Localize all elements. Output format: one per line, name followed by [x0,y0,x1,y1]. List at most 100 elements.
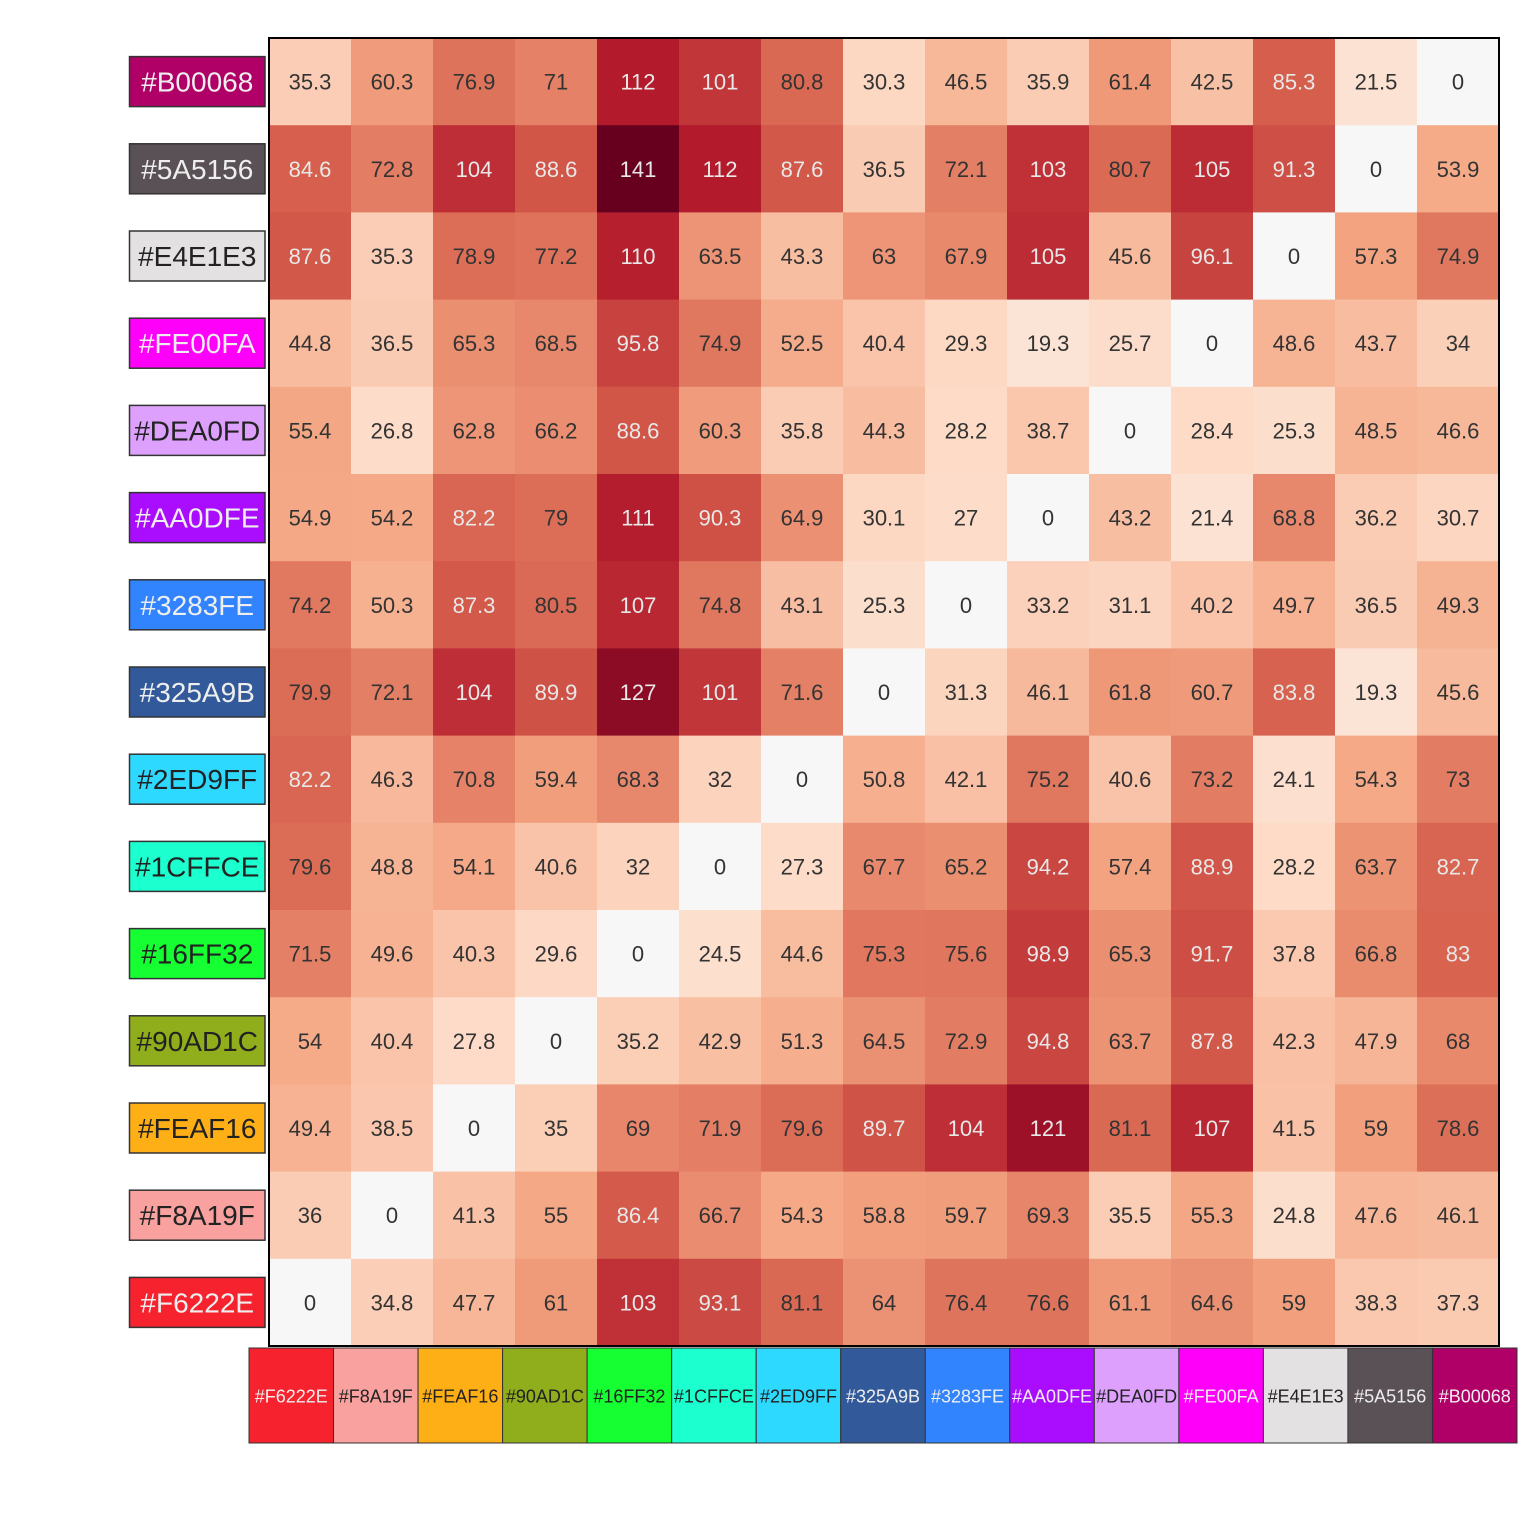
heatmap-cell [597,648,680,737]
column-label-swatch [417,1347,504,1444]
heatmap-cell [1253,561,1336,649]
cell-value-label: 94.8 [1027,1029,1070,1054]
cell-value-label: 53.9 [1437,157,1480,182]
column-label: #5A5156 [1354,1387,1426,1407]
cell-value-label: 0 [632,942,644,967]
heatmap-cell [515,212,598,301]
cell-value-label: 75.3 [863,942,906,967]
heatmap-cell [597,822,680,911]
cell-value-label: 28.4 [1191,418,1234,443]
heatmap-cell [1089,997,1172,1085]
cell-value-label: 30.7 [1437,506,1480,531]
heatmap-cell [1007,1171,1090,1260]
cell-value-label: 98.9 [1027,942,1070,967]
cell-value-label: 46.1 [1437,1203,1480,1228]
cell-value-label: 34.8 [371,1290,414,1315]
cell-value-label: 69.3 [1027,1203,1070,1228]
row-label: #FEAF16 [138,1113,256,1144]
heatmap-cell [1417,561,1500,649]
cell-value-label: 0 [878,680,890,705]
cell-value-label: 47.7 [453,1290,496,1315]
heatmap-cell [269,125,352,213]
heatmap-cell [1007,386,1090,475]
cell-value-label: 78.9 [453,244,496,269]
cell-value-label: 0 [1370,157,1382,182]
heatmap-cell [1171,38,1254,126]
cell-value-label: 36.5 [371,331,414,356]
cell-value-label: 52.5 [781,331,824,356]
cell-value-label: 104 [948,1116,985,1141]
cell-value-label: 49.3 [1437,593,1480,618]
cell-value-label: 72.9 [945,1029,988,1054]
cell-value-label: 0 [796,767,808,792]
heatmap-cell [761,38,844,126]
heatmap-cell [1007,212,1090,301]
heatmap-cell [1253,997,1336,1085]
cell-value-label: 73.2 [1191,767,1234,792]
cell-value-label: 48.5 [1355,418,1398,443]
heatmap-cell [761,386,844,475]
heatmap-cell [433,997,516,1085]
cell-value-label: 65.3 [1109,942,1152,967]
heatmap-cell [1335,561,1418,649]
cell-value-label: 44.6 [781,942,824,967]
heatmap-cell [679,561,762,649]
heatmap-cell [1089,386,1172,475]
cell-value-label: 107 [620,593,657,618]
column-label-swatches: #F6222E #F8A19F #FEAF16 #90AD1C #16FF32 #1CFF… [248,1347,1518,1444]
cell-value-label: 88.9 [1191,854,1234,879]
cell-value-label: 61.4 [1109,70,1152,95]
cell-value-label: 54.1 [453,854,496,879]
cell-value-label: 78.6 [1437,1116,1480,1141]
cell-value-label: 0 [386,1203,398,1228]
heatmap-cell [925,212,1008,301]
heatmap-cell [351,38,434,126]
cell-value-label: 36.2 [1355,506,1398,531]
heatmap-cell [1171,1084,1254,1173]
cell-value-label: 60.3 [371,70,414,95]
heatmap-cell [269,735,352,824]
heatmap-cell [1089,474,1172,562]
cell-value-label: 80.7 [1109,157,1152,182]
heatmap-cell [269,561,352,649]
cell-value-label: 95.8 [617,331,660,356]
heatmap-cell [269,822,352,911]
heatmap-cell [679,125,762,213]
cell-value-label: 63 [872,244,896,269]
cell-value-label: 83.8 [1273,680,1316,705]
cell-value-label: 55 [544,1203,568,1228]
heatmap-cell [925,38,1008,126]
heatmap-cells [269,38,1500,1347]
cell-value-label: 42.9 [699,1029,742,1054]
heatmap-cell [1335,386,1418,475]
heatmap-cell [1171,1171,1254,1260]
cell-value-label: 72.1 [945,157,988,182]
heatmap-cell [843,212,926,301]
heatmap-cell [1253,474,1336,562]
heatmap-cell [351,1171,434,1260]
column-label: #2ED9FF [760,1387,837,1407]
cell-value-label: 61.1 [1109,1290,1152,1315]
cell-value-label: 54.3 [781,1203,824,1228]
heatmap-cell [1417,474,1500,562]
heatmap-cell [433,386,516,475]
heatmap-cell [925,1084,1008,1173]
heatmap-cell [269,1258,352,1347]
heatmap-cell [597,735,680,824]
heatmap-cell [1171,1258,1254,1347]
cell-value-label: 59.4 [535,767,578,792]
heatmap-cell [433,735,516,824]
heatmap-cell [597,910,680,998]
cell-value-label: 112 [702,157,737,182]
cell-value-label: 101 [702,70,739,95]
row-label-swatch [128,927,266,980]
cell-value-label: 79 [544,506,568,531]
cell-value-label: 43.3 [781,244,824,269]
heatmap-cell [1171,997,1254,1085]
heatmap-cell [1253,299,1336,388]
cell-value-label: 103 [1030,157,1067,182]
cell-value-label: 104 [456,680,493,705]
heatmap-cell [433,648,516,737]
cell-value-label: 101 [702,680,739,705]
